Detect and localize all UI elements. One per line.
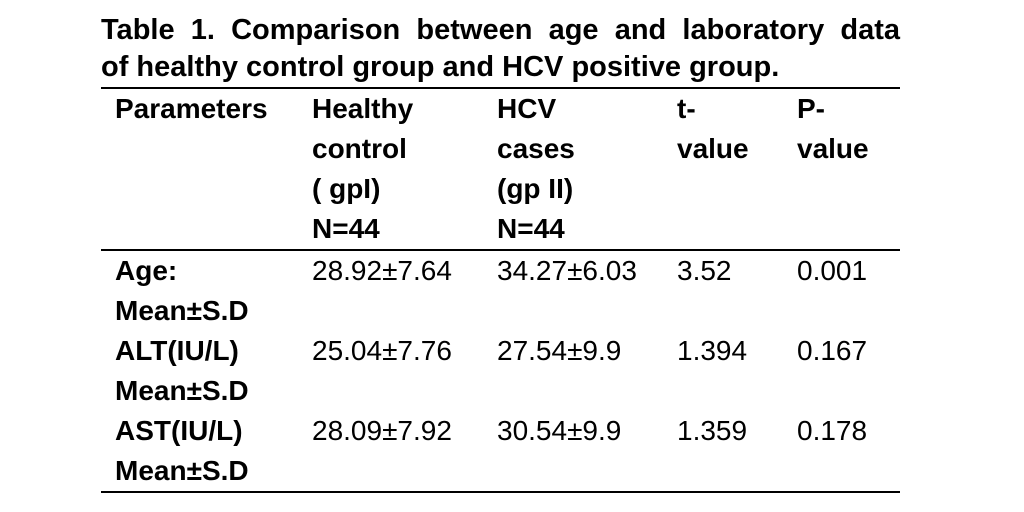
header-healthy-control: Healthy control ( gpI) N=44 [312, 87, 497, 251]
alt-hcv-cases-value: 27.54±9.9 [497, 335, 622, 366]
table-row-age: Age: Mean±S.D 28.92±7.64 34.27±6.03 3.52… [101, 250, 900, 331]
comparison-table: Parameters Healthy control ( gpI) N=44 H… [101, 87, 900, 493]
age-t-value: 3.52 [677, 255, 732, 286]
paper-table-region: Table 1. Comparison between age and labo… [101, 12, 900, 493]
age-healthy-control-value: 28.92±7.64 [312, 255, 452, 286]
header-hcv-cases: HCV cases (gp II) N=44 [497, 87, 677, 251]
header-t-value: t- value [677, 87, 797, 251]
age-parameter-label: Age: Mean±S.D [115, 255, 249, 326]
ast-hcv-cases-value: 30.54±9.9 [497, 411, 677, 493]
alt-healthy-control-value: 25.04±7.76 [312, 335, 452, 366]
header-p-value: P- value [797, 87, 900, 251]
age-hcv-cases-value: 34.27±6.03 [497, 255, 637, 286]
alt-t-value: 1.394 [677, 335, 748, 366]
age-p-value: 0.001 [797, 255, 868, 286]
header-parameters: Parameters [101, 87, 312, 251]
table-header-row: Parameters Healthy control ( gpI) N=44 H… [101, 87, 900, 251]
ast-t-value: 1.359 [677, 411, 797, 493]
table-row-alt: ALT(IU/L) Mean±S.D 25.04±7.76 27.54±9.9 … [101, 331, 900, 411]
ast-healthy-control-value: 28.09±7.92 [312, 411, 497, 493]
ast-parameter-label: AST(IU/L) Mean±S.D [101, 411, 312, 493]
table-caption-line-2: of healthy control group and HCV positiv… [101, 51, 780, 83]
alt-p-value: 0.167 [797, 335, 868, 366]
table-caption: Table 1. Comparison between age and labo… [101, 12, 900, 86]
alt-parameter-label: ALT(IU/L) Mean±S.D [115, 335, 249, 406]
ast-p-value: 0.178 [797, 411, 900, 493]
table-caption-line-1: Table 1. Comparison between age and labo… [101, 14, 900, 46]
table-row-ast: AST(IU/L) Mean±S.D 28.09±7.92 30.54±9.9 … [101, 411, 900, 493]
